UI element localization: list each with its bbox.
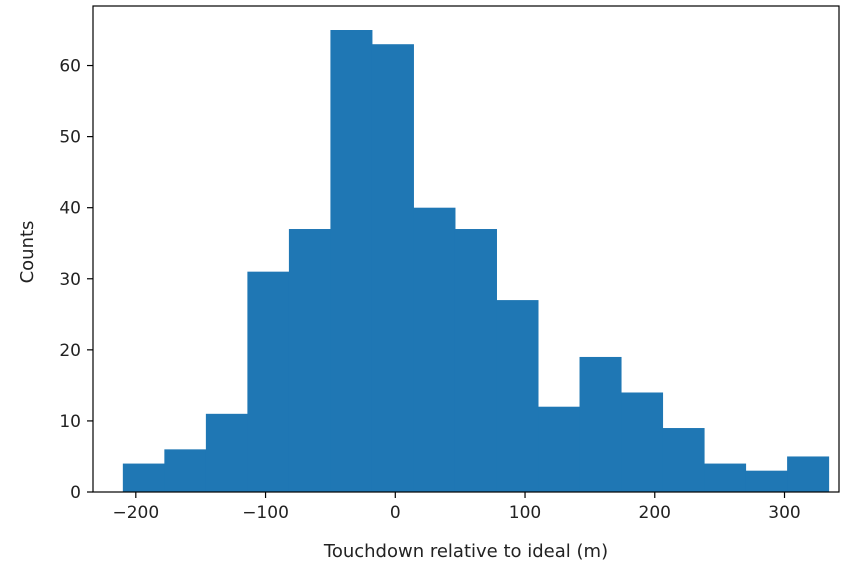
x-tick-label: 0 xyxy=(390,503,401,523)
y-tick-label: 0 xyxy=(70,483,81,503)
y-tick-label: 50 xyxy=(59,128,81,148)
x-tick-label: −200 xyxy=(112,503,159,523)
plot-frame xyxy=(92,5,840,493)
x-tick-label: 300 xyxy=(768,503,800,523)
histogram-bar xyxy=(662,428,705,492)
x-axis-ticks: −200 −100 0 100 200 300 xyxy=(112,492,801,523)
histogram-bar xyxy=(621,392,664,492)
bars-group xyxy=(122,30,830,492)
y-tick-label: 30 xyxy=(59,270,81,290)
histogram-bar xyxy=(538,406,581,492)
y-tick-label: 10 xyxy=(59,412,81,432)
histogram-bar xyxy=(787,456,830,492)
histogram-bar xyxy=(164,449,207,492)
histogram-bar xyxy=(205,413,248,492)
histogram-bar xyxy=(413,207,456,492)
histogram-bar xyxy=(247,271,290,492)
x-axis-label: Touchdown relative to ideal (m) xyxy=(323,541,608,562)
histogram-bar xyxy=(704,463,747,492)
histogram-bar xyxy=(122,463,165,492)
histogram-bar xyxy=(579,356,622,492)
histogram-bar xyxy=(371,44,414,492)
y-tick-label: 20 xyxy=(59,341,81,361)
x-tick-label: 100 xyxy=(509,503,541,523)
histogram-bar xyxy=(745,470,788,492)
histogram-bar xyxy=(330,30,373,492)
y-tick-label: 60 xyxy=(59,57,81,77)
y-tick-label: 40 xyxy=(59,199,81,219)
histogram-bar xyxy=(454,229,497,492)
histogram-bar xyxy=(496,300,539,492)
y-axis-label: Counts xyxy=(17,221,38,284)
histogram-bar xyxy=(288,229,331,492)
x-tick-label: 200 xyxy=(639,503,671,523)
y-axis-ticks: 0 10 20 30 40 50 60 xyxy=(59,57,93,503)
x-tick-label: −100 xyxy=(242,503,289,523)
